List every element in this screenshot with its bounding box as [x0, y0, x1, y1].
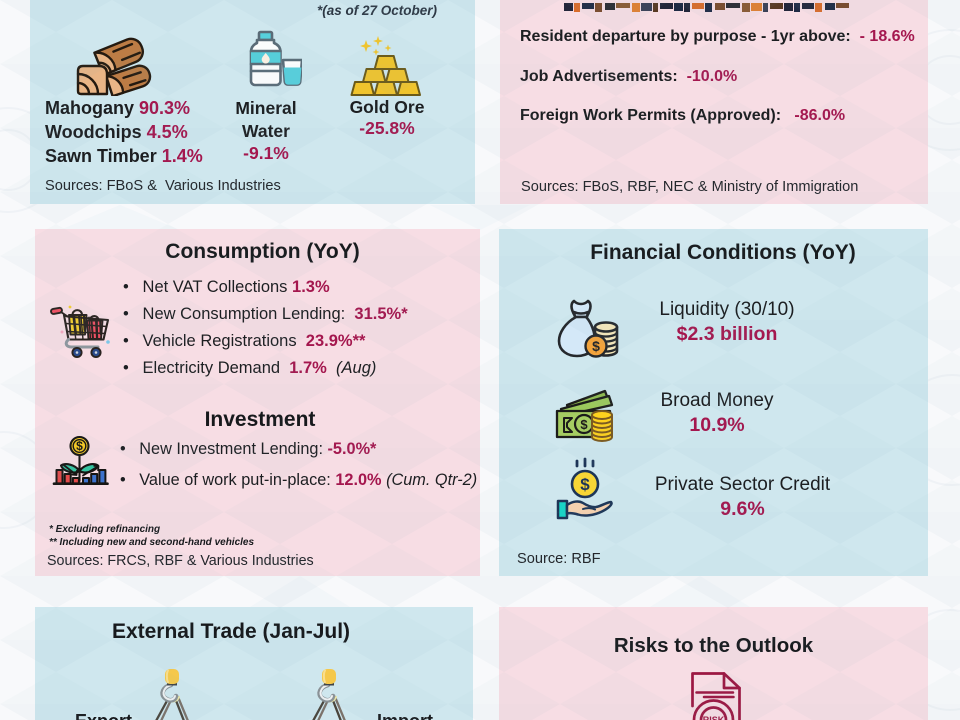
svg-text:RISK: RISK	[703, 715, 725, 720]
svg-text:$: $	[580, 417, 588, 432]
svg-text:$: $	[76, 439, 83, 453]
svg-text:$: $	[592, 338, 600, 354]
svg-text:$: $	[580, 475, 590, 494]
